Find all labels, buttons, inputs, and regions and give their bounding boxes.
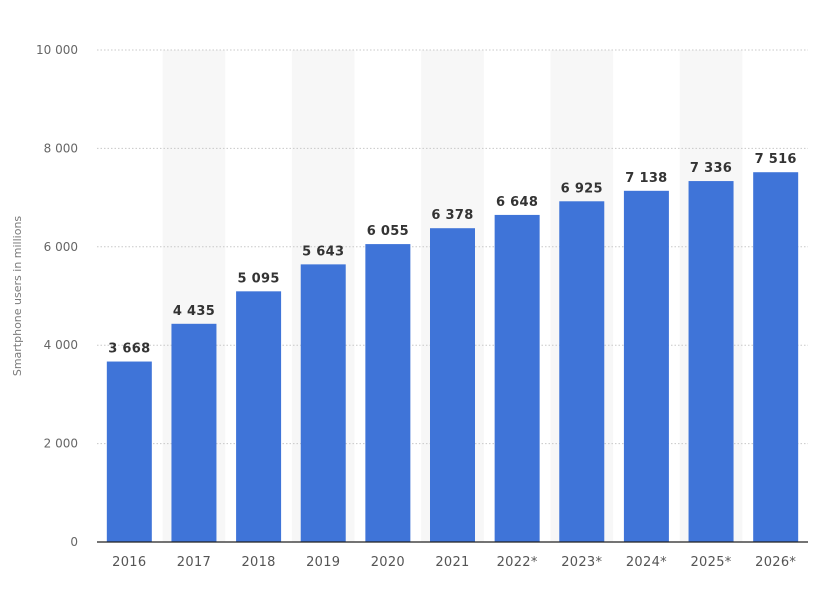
bar [365,244,411,542]
bars [106,172,799,543]
bar [623,190,669,542]
x-tick-label: 2016 [112,555,146,570]
y-tick-label: 10 000 [36,43,78,57]
x-tick-label: 2024* [626,555,667,570]
y-tick-label: 2 000 [44,437,78,451]
bar [559,201,605,543]
data-label: 6 378 [431,208,473,223]
bar [300,264,346,542]
y-tick-label: 0 [70,535,78,549]
x-tick-label: 2020 [371,555,405,570]
data-label: 7 138 [625,171,667,186]
y-tick-label: 4 000 [44,338,78,352]
y-axis-label: Smartphone users in millions [11,216,24,377]
data-label: 5 643 [302,244,344,259]
data-label: 6 925 [561,181,603,196]
data-labels: 3 668 4 435 5 095 5 643 6 055 6 378 6 648 6 925… [108,152,797,357]
x-tick-label: 2021 [435,555,469,570]
x-tick-label: 2022* [497,555,538,570]
bar [236,291,282,542]
y-tick-label: 6 000 [44,240,78,254]
x-tick-label: 2026* [755,555,796,570]
bar [688,181,734,543]
x-tick-label: 2023* [561,555,602,570]
data-label: 5 095 [237,271,279,286]
x-tick-label: 2019 [306,555,340,570]
bar [106,361,152,542]
data-label: 7 516 [755,152,797,167]
data-label: 7 336 [690,161,732,176]
data-label: 3 668 [108,342,150,357]
x-axis-ticks: 2016 2017 2018 2019 2020 2021 2022* 2023* 2024* 2… [112,555,796,570]
x-tick-label: 2017 [177,555,211,570]
y-tick-label: 8 000 [44,141,78,155]
data-label: 6 055 [367,224,409,239]
bar [430,228,475,542]
bar [753,172,799,542]
x-tick-label: 2025* [690,555,731,570]
data-label: 4 435 [173,304,215,319]
bar [494,214,540,542]
y-axis-ticks: 0 2 000 4 000 6 000 8 000 10 000 [36,43,78,549]
bar [171,323,217,542]
x-tick-label: 2018 [241,555,275,570]
data-label: 6 648 [496,195,538,210]
